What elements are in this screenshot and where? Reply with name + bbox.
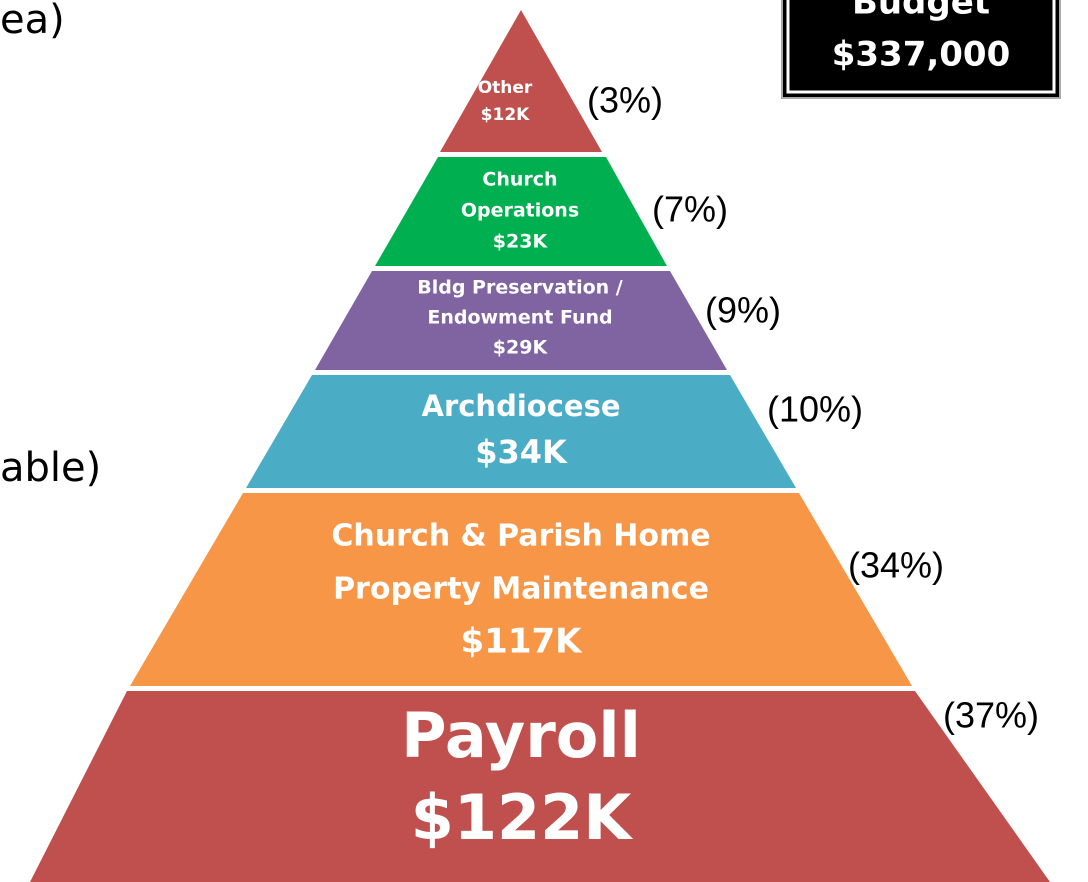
background-text: ea)	[0, 0, 65, 43]
level-text: $29K	[493, 337, 549, 359]
level-preservation	[315, 271, 727, 370]
level-text: $23K	[493, 231, 549, 253]
budget-amount: $337,000	[832, 35, 1011, 75]
level-operations	[375, 157, 667, 266]
share-label: (9%)	[705, 290, 781, 331]
level-text: Church & Parish Home	[331, 519, 710, 554]
level-text: $34K	[475, 433, 568, 471]
level-text: Operations	[461, 200, 579, 222]
budget-box-border	[786, 0, 1056, 94]
level-archdiocese	[246, 375, 796, 488]
level-text: Church	[482, 169, 557, 191]
level-text: Payroll	[401, 699, 641, 772]
share-label: (37%)	[943, 695, 1039, 736]
level-text: $12K	[481, 105, 530, 125]
level-text: $117K	[461, 622, 584, 662]
share-label: (34%)	[848, 545, 944, 586]
share-label: (3%)	[587, 80, 663, 121]
level-text: Property Maintenance	[333, 572, 709, 607]
budget-box	[781, 0, 1061, 99]
level-maintenance	[130, 493, 912, 686]
level-text: Other	[478, 78, 533, 98]
level-payroll	[30, 691, 1050, 882]
level-text: $122K	[411, 781, 634, 854]
share-label: (10%)	[767, 389, 863, 430]
level-other	[440, 10, 602, 152]
level-text: Archdiocese	[422, 389, 621, 423]
budget-title: Budget	[852, 0, 990, 23]
level-text: Endowment Fund	[427, 307, 612, 329]
share-label: (7%)	[652, 189, 728, 230]
background-text: able)	[0, 445, 101, 491]
level-text: Bldg Preservation /	[417, 277, 623, 299]
